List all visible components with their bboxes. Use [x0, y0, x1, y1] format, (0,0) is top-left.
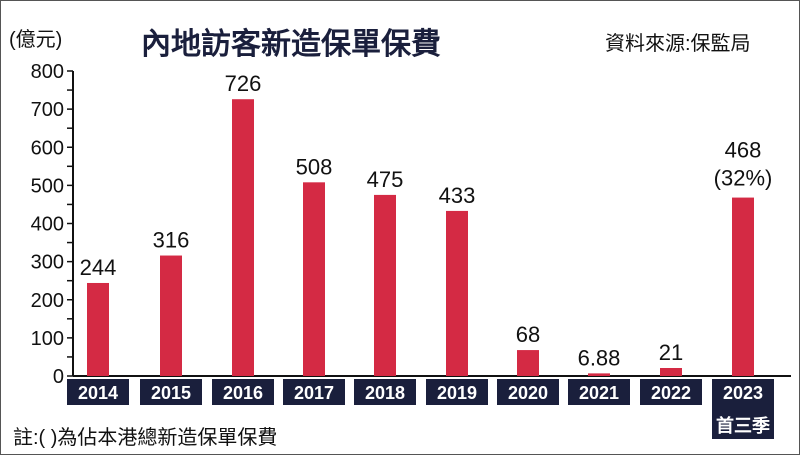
data-label-2022: 21	[659, 340, 683, 365]
y-tick-label: 100	[31, 328, 64, 350]
category-box-2020	[497, 379, 559, 405]
category-box-2014	[67, 379, 129, 405]
y-tick-label: 800	[31, 61, 64, 83]
category-box-2016	[212, 379, 274, 405]
y-tick-label: 300	[31, 252, 64, 274]
data-label-2020: 68	[516, 322, 540, 347]
y-tick-label: 0	[53, 366, 64, 388]
x-tick-label-2021: 2021	[579, 383, 619, 403]
x-tick-label-2018: 2018	[365, 383, 405, 403]
x-tick-label-2014: 2014	[78, 383, 118, 403]
category-box-2015	[140, 379, 202, 405]
bar-2021	[588, 373, 610, 376]
bar-2018	[374, 194, 396, 376]
data-label-2015: 316	[153, 228, 190, 253]
bar-2016	[232, 99, 254, 377]
bar-2017	[303, 182, 325, 376]
category-box-2022	[640, 379, 702, 405]
source-label: 資料來源:保監局	[605, 33, 751, 55]
category-box-2017	[283, 379, 345, 405]
chart-title: 內地訪客新造保單保費	[141, 28, 441, 61]
y-tick-label: 600	[31, 137, 64, 159]
bar-2014	[87, 282, 109, 376]
data-label-2016: 726	[225, 71, 262, 96]
footnote: 註:( )為佔本港總新造保單保費	[13, 427, 278, 449]
category-box-2021	[568, 379, 630, 405]
y-tick-label: 500	[31, 175, 64, 197]
y-tick-label: 200	[31, 290, 64, 312]
y-axis-unit-label: (億元)	[9, 29, 63, 51]
bar-2015	[160, 255, 182, 376]
x-tick-label-2017: 2017	[294, 383, 334, 403]
x-tick-label-2020: 2020	[508, 383, 548, 403]
category-box-2023	[712, 379, 774, 439]
bar-2020	[517, 350, 539, 376]
x-tick-label-2019: 2019	[437, 383, 477, 403]
x-tick-sublabel-2023: 首三季	[716, 415, 770, 436]
data-label-2019: 433	[439, 183, 476, 208]
x-tick-label-2023: 2023	[723, 383, 763, 403]
x-tick-label-2016: 2016	[223, 383, 263, 403]
annotation-2023: (32%)	[714, 166, 773, 191]
y-tick-label: 700	[31, 99, 64, 121]
x-tick-label-2015: 2015	[151, 383, 191, 403]
data-label-2014: 244	[80, 255, 117, 280]
bar-2022	[660, 367, 682, 376]
category-box-2019	[426, 379, 488, 405]
category-box-2018	[354, 379, 416, 405]
bar-2019	[446, 210, 468, 376]
bar-2023	[732, 197, 754, 376]
data-label-2023: 468	[725, 138, 762, 163]
data-label-2021: 6.88	[578, 345, 621, 370]
y-tick-label: 400	[31, 214, 64, 236]
data-label-2018: 475	[367, 167, 404, 192]
x-tick-label-2022: 2022	[651, 383, 691, 403]
data-label-2017: 508	[296, 154, 333, 179]
